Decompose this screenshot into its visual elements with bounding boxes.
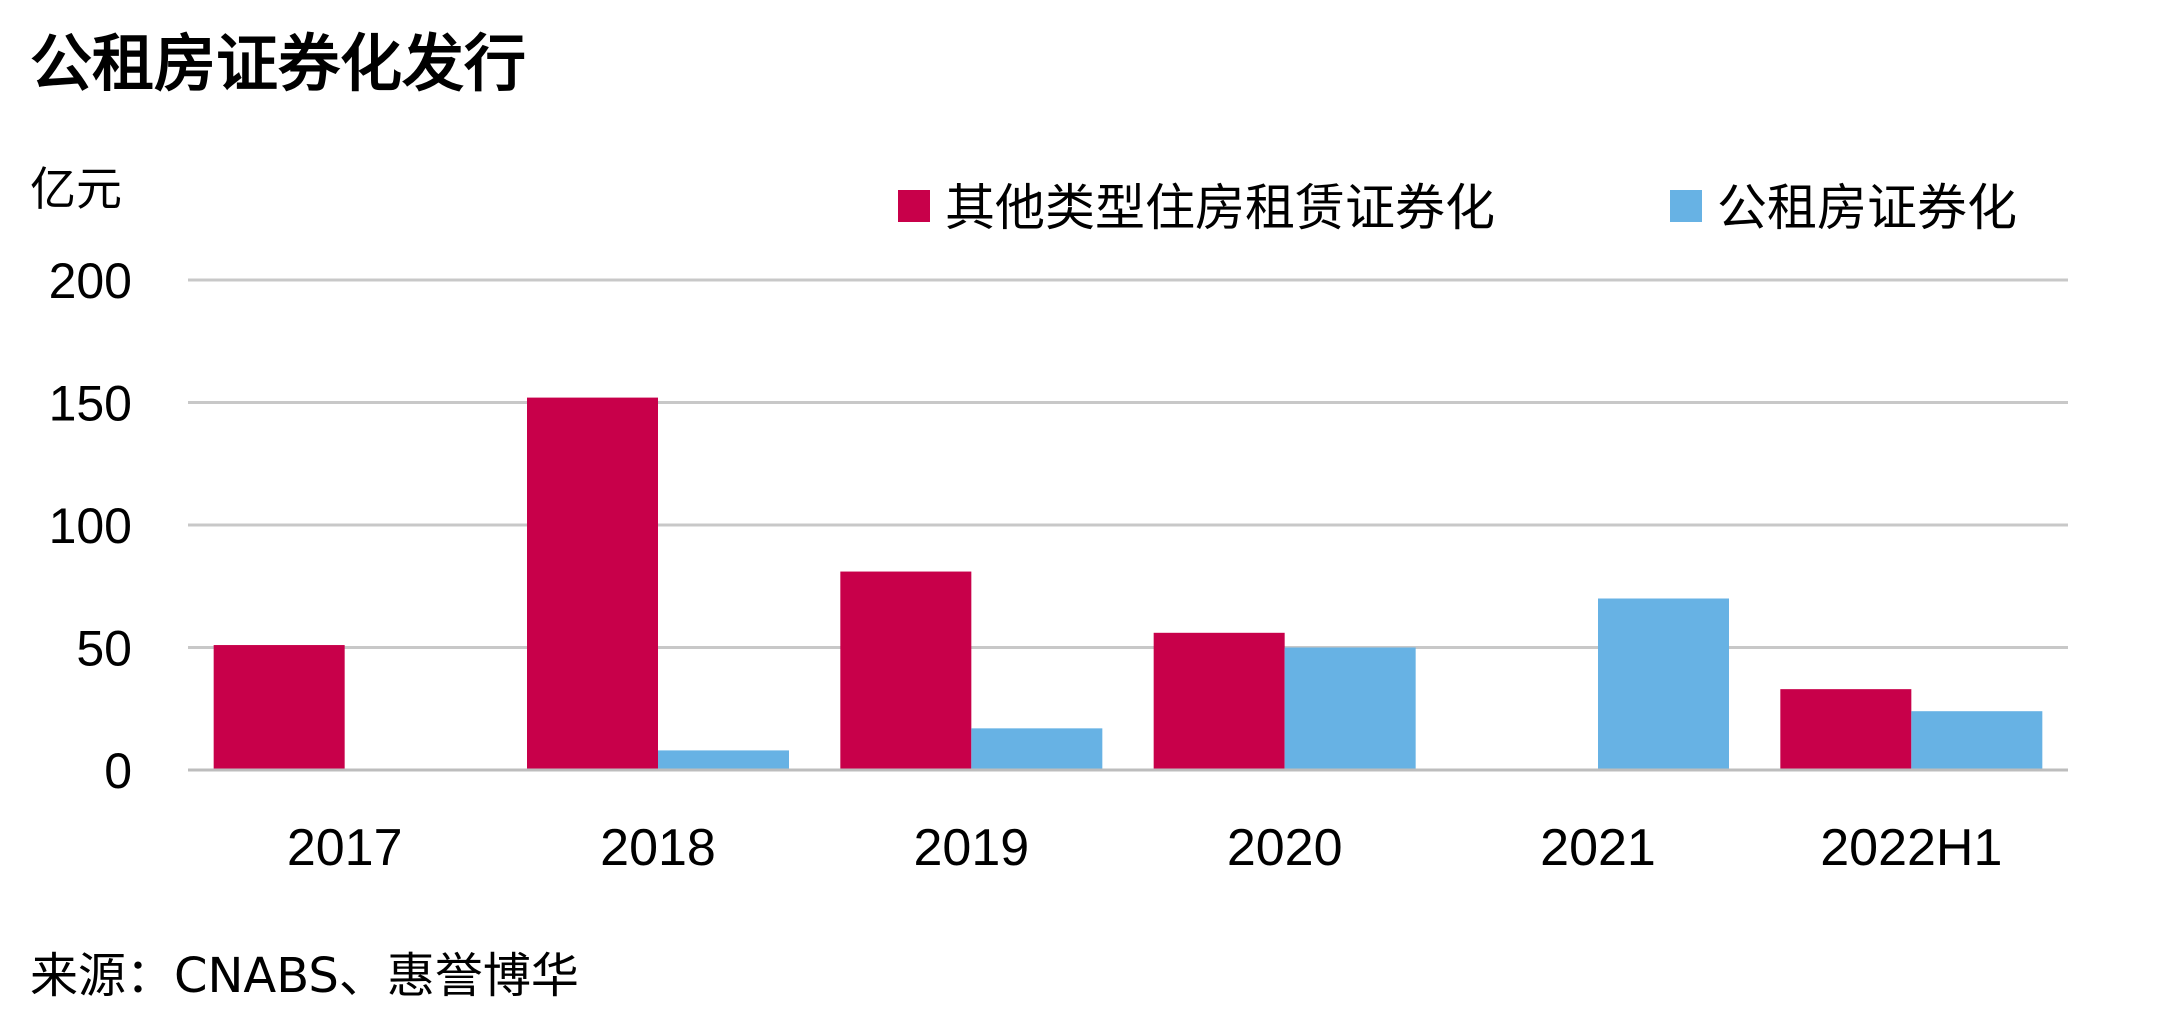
x-tick-label: 2019 [913, 819, 1029, 877]
y-tick-label: 200 [49, 253, 132, 309]
x-tick-label: 2017 [287, 819, 403, 877]
y-tick-label: 150 [49, 376, 132, 432]
bar-series-1-2018 [658, 750, 789, 770]
source-note: 来源：CNABS、惠誉博华 [30, 948, 579, 1004]
y-tick-label: 50 [76, 621, 132, 677]
x-tick-label: 2018 [600, 819, 716, 877]
y-axis-unit-label: 亿元 [30, 162, 122, 216]
bar-series-0-2019 [840, 571, 972, 770]
y-tick-label: 0 [104, 743, 132, 799]
chart-title: 公租房证券化发行 [30, 27, 526, 100]
legend-swatch-series-0 [898, 190, 930, 222]
gridlines [188, 278, 2068, 649]
legend-swatch-series-1 [1670, 190, 1702, 222]
bar-series-0-2020 [1153, 632, 1285, 770]
bar-series-0-2017 [213, 645, 345, 770]
bar-series-0-2022H1 [1780, 689, 1912, 770]
x-tick-label: 2020 [1227, 819, 1343, 877]
y-tick-label: 100 [49, 498, 132, 554]
bar-series-1-2022H1 [1911, 711, 2043, 770]
bar-series-1-2020 [1284, 647, 1416, 770]
bar-series-1-2019 [971, 728, 1103, 770]
legend-label-series-1: 公租房证券化 [1717, 179, 2017, 237]
legend-label-series-0: 其他类型住房租赁证券化 [945, 179, 1495, 237]
x-tick-label: 2021 [1540, 819, 1656, 877]
y-axis-ticks: 0 50 100 150 200 [49, 253, 132, 799]
x-axis-ticks: 2017 2018 2019 2020 2021 2022H1 [287, 819, 2003, 877]
bar-series-1-2021 [1598, 598, 1729, 770]
bars [213, 397, 2043, 770]
bar-series-0-2018 [527, 397, 658, 770]
x-tick-label: 2022H1 [1820, 819, 2002, 877]
legend: 其他类型住房租赁证券化 公租房证券化 [898, 179, 2017, 237]
